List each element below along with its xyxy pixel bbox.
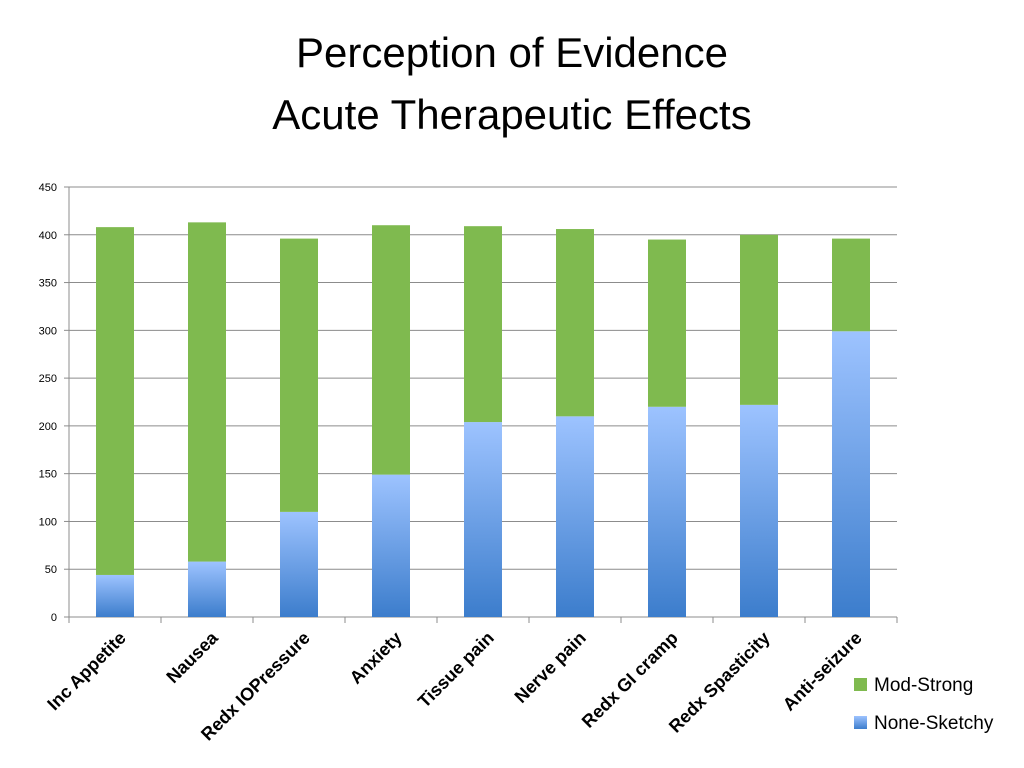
bar-none-sketchy bbox=[648, 406, 686, 617]
y-tick-label: 250 bbox=[39, 373, 57, 385]
bar-mod-strong bbox=[556, 229, 594, 417]
bar-mod-strong bbox=[188, 222, 226, 562]
y-tick-label: 350 bbox=[39, 278, 57, 290]
y-tick-label: 400 bbox=[39, 230, 57, 242]
bar-mod-strong bbox=[280, 238, 318, 512]
x-category-label: Anti-seizure bbox=[779, 628, 866, 715]
bar-none-sketchy bbox=[372, 474, 410, 617]
bar-mod-strong bbox=[464, 226, 502, 423]
x-category-label: Nerve pain bbox=[511, 628, 590, 707]
x-category-label: Redx Spasticity bbox=[665, 628, 774, 737]
legend-swatch bbox=[854, 716, 867, 729]
chart-title-line-1: Perception of Evidence bbox=[296, 29, 728, 76]
bar-mod-strong bbox=[740, 234, 778, 405]
legend-label: Mod-Strong bbox=[874, 675, 973, 696]
bar-mod-strong bbox=[648, 239, 686, 407]
legend-label: None-Sketchy bbox=[874, 713, 994, 734]
y-tick-label: 150 bbox=[39, 469, 57, 481]
x-category-label: Nausea bbox=[162, 627, 222, 687]
chart-title-line-2: Acute Therapeutic Effects bbox=[272, 91, 752, 138]
y-tick-label: 450 bbox=[39, 182, 57, 194]
bars bbox=[96, 222, 870, 617]
bar-mod-strong bbox=[372, 225, 410, 475]
bar-none-sketchy bbox=[96, 574, 134, 617]
y-tick-label: 300 bbox=[39, 325, 57, 337]
y-tick-label: 50 bbox=[45, 564, 57, 576]
x-category-label: Redx GI cramp bbox=[578, 628, 682, 732]
bar-none-sketchy bbox=[832, 331, 870, 617]
x-category-label: Tissue pain bbox=[414, 628, 498, 712]
bar-none-sketchy bbox=[556, 416, 594, 617]
legend: Mod-Strong None-Sketchy bbox=[854, 675, 994, 734]
bar-none-sketchy bbox=[464, 422, 502, 617]
y-tick-label: 200 bbox=[39, 421, 57, 433]
bar-none-sketchy bbox=[280, 511, 318, 617]
y-tick-labels: 0 50 100 150 200 250 300 350 400 450 bbox=[39, 182, 57, 624]
bar-none-sketchy bbox=[188, 561, 226, 617]
legend-swatch bbox=[854, 678, 867, 691]
x-category-label: Anxiety bbox=[346, 628, 406, 688]
y-tick-label: 0 bbox=[51, 612, 57, 624]
bar-mod-strong bbox=[96, 227, 134, 575]
bar-mod-strong bbox=[832, 238, 870, 332]
y-tick-label: 100 bbox=[39, 516, 57, 528]
bar-none-sketchy bbox=[740, 404, 778, 617]
x-category-label: Inc Appetite bbox=[43, 628, 130, 715]
